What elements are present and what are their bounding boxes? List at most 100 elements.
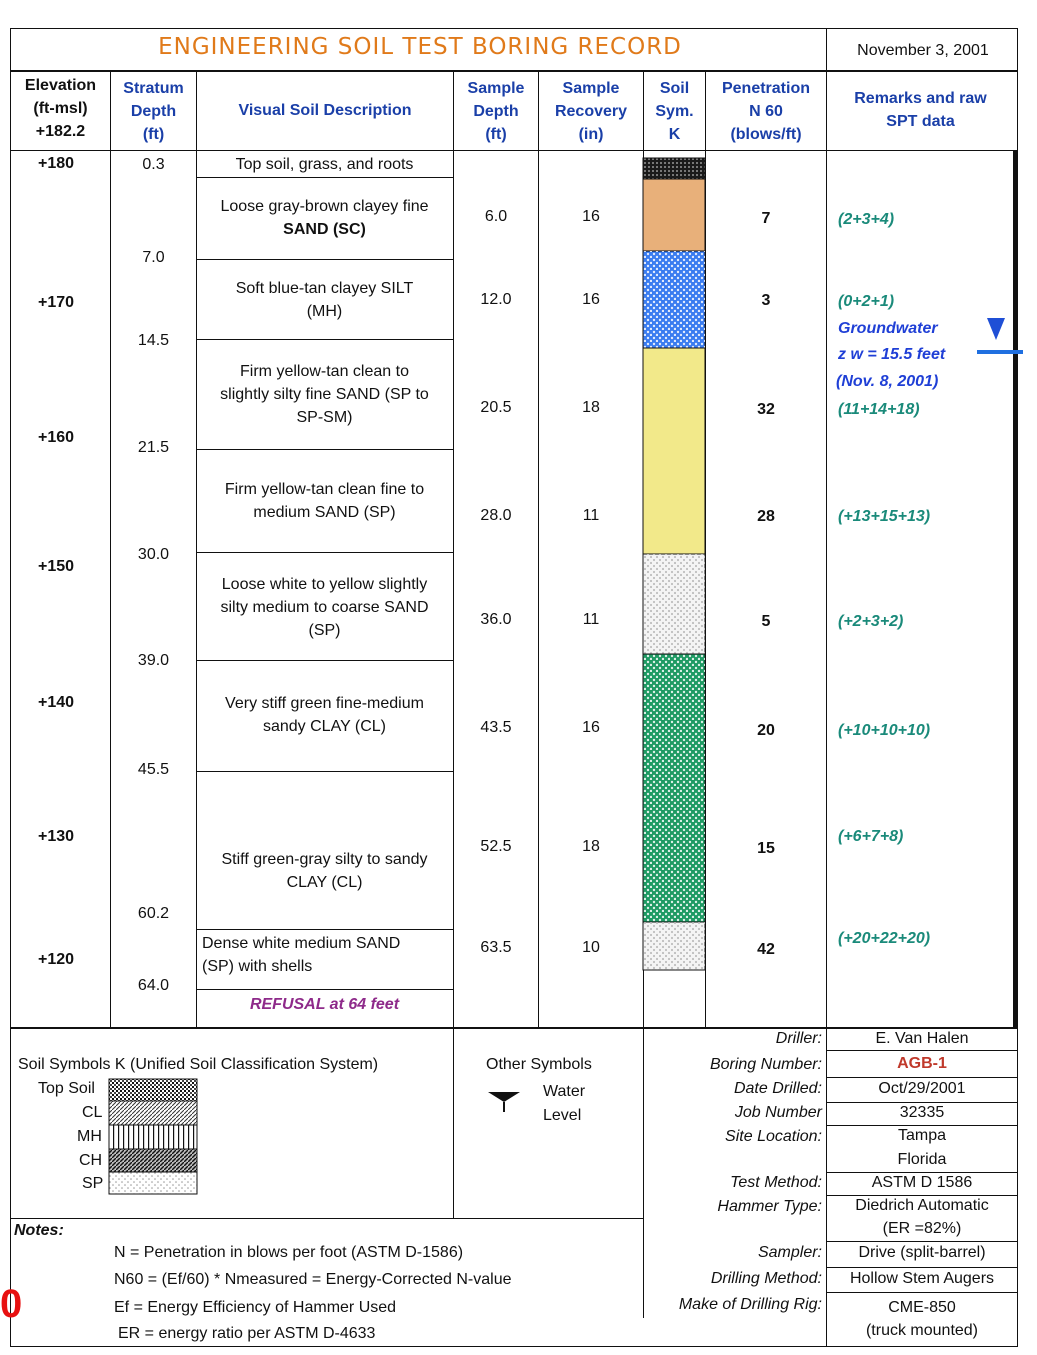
topsoil-swatch: [108, 1078, 198, 1102]
stratum-depth: 30.0: [137, 546, 170, 563]
spt-remark: (+10+10+10): [838, 722, 931, 739]
refusal-note: REFUSAL at 64 feet: [249, 996, 400, 1013]
groundwater-date: (Nov. 8, 2001): [836, 373, 939, 390]
elevation-label: +160: [38, 429, 75, 446]
n60-value: 42: [757, 941, 775, 958]
info-value-hammer-type: Diedrich Automatic: [855, 1197, 989, 1214]
spt-remark: (+6+7+8): [838, 828, 904, 845]
stratum-depth: 39.0: [137, 652, 170, 669]
info-value-date-drilled: Oct/29/2001: [878, 1080, 966, 1097]
report-date: November 3, 2001: [857, 42, 989, 59]
info-label-test-method: Test Method:: [730, 1174, 822, 1191]
soil-description: Top soil, grass, and roots: [235, 156, 414, 173]
sample-depth: 36.0: [480, 611, 512, 628]
soil-description: Loose white to yellow slightly silty medi…: [220, 576, 429, 639]
topsoil-symbol: [642, 157, 706, 180]
elevation-label: +130: [38, 828, 75, 845]
groundwater-label: Groundwater: [838, 320, 938, 337]
header-remarks: Remarks and raw SPT data: [854, 90, 987, 130]
soil-description: Firm yellow-tan clean to slightly silty f…: [220, 363, 429, 426]
elevation-label: +120: [38, 951, 75, 968]
notes-title: Notes:: [14, 1222, 64, 1239]
header-sample-recovery: Sample Recovery (in): [554, 80, 628, 143]
n60-value: 5: [761, 613, 771, 630]
sample-depth: 6.0: [484, 208, 508, 225]
spt-remark: (11+14+18): [838, 401, 920, 418]
info-label-drilling-rig: Make of Drilling Rig:: [678, 1296, 822, 1313]
sample-recovery: 11: [582, 611, 600, 628]
info-value-drilling-method: Hollow Stem Augers: [849, 1270, 995, 1287]
stratum-depth: 60.2: [137, 905, 170, 922]
sample-recovery: 18: [582, 838, 600, 855]
legend-item-topsoil: Top Soil: [38, 1080, 95, 1097]
legend-title: Soil Symbols K (Unified Soil Classificat…: [18, 1056, 379, 1073]
sample-recovery: 11: [582, 507, 600, 524]
water-level-legend-icon: [488, 1092, 520, 1112]
info-label-driller: Driller:: [775, 1030, 822, 1047]
spt-remark: (0+2+1): [838, 293, 895, 310]
sample-recovery: 10: [582, 939, 600, 956]
info-value-sampler: Drive (split-barrel): [858, 1244, 986, 1261]
legend-item-cl: CL: [82, 1104, 103, 1121]
water-level-icon: [977, 318, 1023, 354]
info-value-site-state: Florida: [897, 1151, 947, 1168]
info-value-test-method: ASTM D 1586: [871, 1174, 973, 1191]
note-line: N = Penetration in blows per foot (ASTM …: [114, 1244, 464, 1261]
info-label-job-number: Job Number: [734, 1104, 822, 1121]
spt-remark: (+13+15+13): [838, 508, 931, 525]
info-label-boring-number: Boring Number:: [709, 1056, 822, 1073]
soil-description: Soft blue-tan clayey SILT (MH): [235, 280, 414, 320]
soil-symbol-column: [642, 157, 706, 971]
sample-depth: 20.5: [480, 399, 512, 416]
n60-value: 32: [757, 401, 775, 418]
water-level-label: Water Level: [543, 1083, 586, 1124]
sample-depth: 52.5: [480, 838, 512, 855]
info-value-drilling-rig-note: (truck mounted): [865, 1322, 979, 1339]
info-value-boring-number: AGB-1: [897, 1055, 947, 1072]
soil-description: Dense white medium SAND (SP) with shells: [202, 935, 401, 975]
header-sample-depth: Sample Depth (ft): [467, 80, 525, 143]
legend-item-ch: CH: [79, 1152, 103, 1169]
header-stratum-depth: Stratum Depth (ft): [123, 80, 184, 143]
stratum-depth: 0.3: [142, 156, 165, 173]
legend-item-mh: MH: [77, 1128, 102, 1145]
sp-yellow-symbol: [642, 347, 706, 555]
n60-value: 28: [757, 508, 775, 525]
legend-swatches: [108, 1078, 198, 1195]
sample-depth: 43.5: [480, 719, 512, 736]
info-label-drilling-method: Drilling Method:: [710, 1270, 822, 1287]
info-value-driller: E. Van Halen: [875, 1030, 969, 1047]
header-soil-symbol: Soil Sym. K: [655, 80, 694, 143]
stratum-depth: 7.0: [142, 249, 165, 266]
note-line: N60 = (Ef/60) * Nmeasured = Energy-Corre…: [114, 1271, 512, 1288]
n60-value: 15: [757, 840, 775, 857]
info-label-date-drilled: Date Drilled:: [733, 1080, 822, 1097]
sample-recovery: 18: [582, 399, 600, 416]
info-value-site-city: Tampa: [897, 1127, 947, 1144]
info-label-sampler: Sampler:: [757, 1244, 822, 1261]
sc-symbol: [642, 178, 706, 252]
cl-swatch: [108, 1100, 198, 1126]
note-line: ER = energy ratio per ASTM D-4633: [118, 1325, 376, 1342]
spt-remark: (2+3+4): [838, 211, 895, 228]
info-value-job-number: 32335: [899, 1104, 945, 1121]
soil-description: Loose gray-brown clayey fine SAND (SC): [220, 198, 429, 238]
header-visual-description: Visual Soil Description: [238, 102, 412, 119]
stratum-depth: 14.5: [137, 332, 170, 349]
sample-recovery: 16: [582, 208, 600, 225]
soil-description: Firm yellow-tan clean fine to medium SAND…: [224, 481, 425, 521]
report-title: ENGINEERING SOIL TEST BORING RECORD: [158, 34, 682, 60]
stratum-depth: 45.5: [137, 761, 170, 778]
other-symbols-title: Other Symbols: [486, 1056, 592, 1073]
elevation-label: +170: [38, 294, 75, 311]
soil-description: Very stiff green fine-medium sandy CLAY (…: [225, 695, 424, 735]
n60-value: 3: [761, 292, 771, 309]
elevation-label: +140: [38, 694, 75, 711]
header-penetration: Penetration N 60 (blows/ft): [721, 80, 810, 143]
ch-swatch: [108, 1148, 198, 1173]
sample-depth: 63.5: [480, 939, 512, 956]
sample-recovery: 16: [582, 291, 600, 308]
info-label-site-location: Site Location:: [725, 1128, 822, 1145]
corner-mark: 0: [0, 1282, 23, 1326]
sample-depth: 12.0: [480, 291, 512, 308]
